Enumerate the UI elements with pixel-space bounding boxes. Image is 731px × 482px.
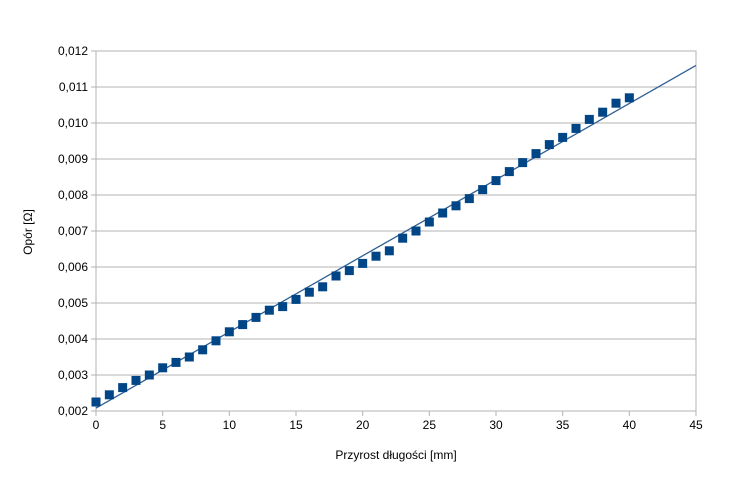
data-point — [304, 287, 314, 297]
data-point — [198, 345, 208, 355]
data-point — [518, 158, 528, 168]
data-point — [398, 233, 408, 243]
data-point — [158, 363, 168, 373]
data-point — [251, 312, 261, 322]
plot-area-border — [95, 50, 697, 412]
y-tick-label: 0,004 — [58, 332, 88, 346]
y-tick-label: 0,008 — [58, 188, 88, 202]
x-tick-label: 10 — [223, 418, 237, 432]
data-point — [451, 201, 461, 211]
y-tick-label: 0,002 — [58, 404, 88, 418]
data-point — [558, 132, 568, 142]
y-tick-label: 0,007 — [58, 224, 88, 238]
data-point — [331, 271, 341, 281]
data-point — [478, 185, 488, 195]
data-point — [278, 302, 288, 312]
y-tick-label: 0,010 — [58, 116, 88, 130]
x-tick-label: 35 — [556, 418, 570, 432]
data-point — [118, 383, 128, 393]
y-tick-label: 0,005 — [58, 296, 88, 310]
x-tick-label: 20 — [356, 418, 370, 432]
data-point — [371, 251, 381, 261]
y-tick-label: 0,006 — [58, 260, 88, 274]
data-point — [224, 327, 234, 337]
x-tick-label: 45 — [689, 418, 703, 432]
data-point — [238, 320, 248, 330]
data-point — [318, 282, 328, 292]
x-tick-label: 15 — [289, 418, 303, 432]
y-tick-label: 0,003 — [58, 368, 88, 382]
data-point — [438, 208, 448, 218]
data-point — [171, 357, 181, 367]
x-tick-label: 5 — [159, 418, 166, 432]
data-point — [264, 305, 274, 315]
data-point — [131, 375, 141, 385]
trend-line — [95, 64, 697, 409]
data-point — [504, 167, 514, 177]
data-point — [411, 226, 421, 236]
data-point — [544, 140, 554, 150]
y-tick-label: 0,011 — [59, 80, 88, 94]
data-point — [144, 370, 154, 380]
data-point — [211, 336, 221, 346]
data-point — [384, 246, 394, 256]
data-point — [424, 217, 434, 227]
y-axis-title: Opór [Ω] — [21, 209, 35, 255]
data-point — [584, 114, 594, 124]
x-tick-label: 30 — [489, 418, 503, 432]
data-point — [358, 258, 368, 268]
data-point — [184, 352, 194, 362]
x-tick-label: 40 — [623, 418, 637, 432]
y-tick-label: 0,012 — [58, 44, 88, 58]
data-point — [624, 93, 634, 103]
data-point — [531, 149, 541, 159]
x-tick-label: 25 — [423, 418, 437, 432]
data-point — [91, 397, 101, 407]
data-point — [104, 390, 114, 400]
data-point — [598, 107, 608, 117]
data-point — [291, 294, 301, 304]
data-point — [464, 194, 474, 204]
data-point — [491, 176, 501, 186]
y-tick-label: 0,009 — [58, 152, 88, 166]
data-point — [571, 123, 581, 133]
x-axis-title: Przyrost długości [mm] — [335, 448, 457, 462]
data-point — [344, 266, 354, 276]
x-tick-label: 0 — [93, 418, 100, 432]
data-point — [611, 98, 621, 108]
